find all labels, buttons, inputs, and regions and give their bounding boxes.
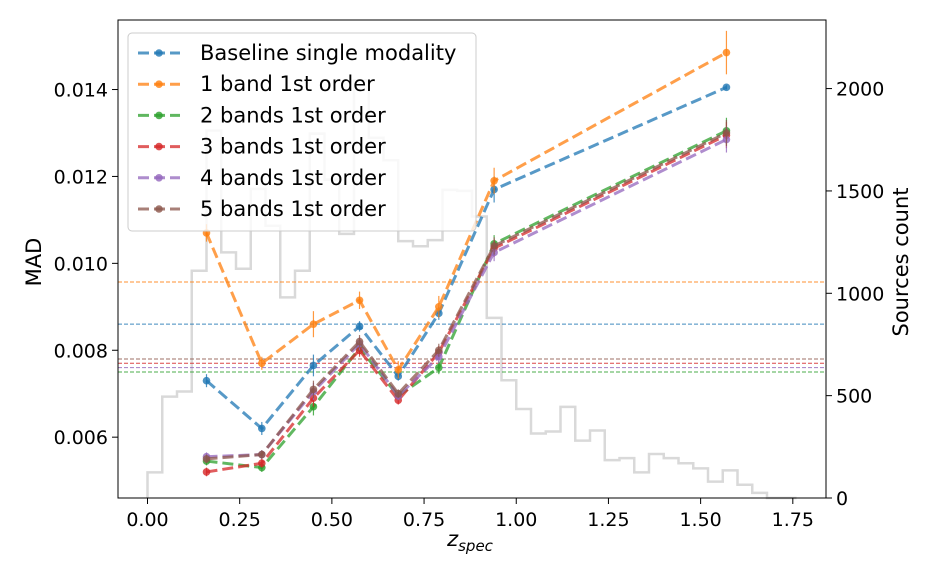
legend-label: 2 bands 1st order	[200, 103, 386, 127]
data-point	[435, 303, 443, 311]
data-point	[722, 129, 731, 137]
series-line-3	[206, 133, 728, 474]
data-point	[309, 385, 318, 394]
data-point	[355, 296, 364, 305]
x-tick-label: 1.25	[587, 509, 629, 531]
x-axis-ticks: 0.00 0.25 0.50 0.75 1.00 1.25 1.50 1.75	[126, 498, 814, 531]
data-point	[258, 359, 266, 368]
y-right-tick-label: 1000	[836, 283, 884, 305]
y-left-axis-label: MAD	[22, 238, 46, 287]
legend-swatch-marker	[155, 80, 163, 88]
y-left-tick-label: 0.006	[54, 427, 108, 449]
data-point	[258, 450, 266, 459]
legend-label: 4 bands 1st order	[200, 166, 386, 190]
legend-swatch-marker	[155, 111, 163, 120]
x-tick-label: 0.50	[311, 509, 353, 531]
y-left-tick-label: 0.008	[54, 340, 108, 362]
y-right-axis-label: Sources count	[889, 188, 913, 337]
data-point	[202, 455, 211, 463]
legend-swatch-marker	[155, 49, 163, 57]
data-point	[722, 48, 731, 57]
x-tick-label: 0.00	[126, 509, 168, 531]
data-point	[202, 468, 211, 476]
data-point	[202, 376, 211, 385]
x-axis-label-main: z	[446, 527, 459, 551]
data-point	[490, 242, 498, 250]
data-point	[258, 459, 266, 468]
legend: Baseline single modality 1 band 1st order…	[127, 32, 477, 232]
series-line-1	[205, 51, 728, 373]
series-line-0	[205, 85, 728, 431]
y-left-axis-ticks: 0.006 0.008 0.010 0.012 0.014	[54, 80, 118, 449]
x-tick-label: 1.50	[679, 509, 721, 531]
y-right-tick-label: 2000	[836, 79, 884, 101]
data-point	[435, 346, 443, 355]
data-point	[435, 352, 443, 361]
y-left-tick-label: 0.012	[54, 166, 108, 188]
x-axis-label-sub: spec	[458, 537, 494, 555]
y-right-tick-label: 1500	[836, 181, 884, 203]
legend-label: 3 bands 1st order	[200, 135, 386, 159]
y-right-tick-label: 500	[836, 386, 872, 408]
legend-swatch-marker	[155, 142, 163, 151]
data-point	[309, 402, 318, 411]
legend-swatch-marker	[155, 174, 163, 182]
legend-box	[127, 32, 477, 232]
y-right-axis-ticks: 0 500 1000 1500 2000	[826, 79, 884, 510]
x-tick-label: 0.75	[403, 509, 445, 531]
y-left-tick-label: 0.010	[54, 253, 108, 275]
series-1	[202, 30, 731, 379]
data-point	[355, 322, 364, 331]
y-left-tick-label: 0.014	[54, 80, 108, 102]
series-5	[202, 119, 731, 464]
x-tick-label: 1.75	[772, 509, 814, 531]
plot-frame	[117, 19, 827, 499]
legend-swatch-marker	[155, 205, 163, 213]
series-line-5	[206, 131, 728, 461]
data-point	[394, 366, 403, 374]
data-point	[258, 424, 266, 433]
data-point	[435, 363, 443, 372]
data-point	[490, 176, 498, 185]
x-tick-label: 1.00	[495, 509, 537, 531]
data-point	[309, 361, 318, 370]
reference-lines	[118, 281, 826, 373]
legend-label: 5 bands 1st order	[200, 197, 386, 221]
data-series	[202, 30, 731, 477]
data-point	[309, 320, 318, 328]
data-point	[355, 337, 364, 346]
x-axis-label: zspec	[446, 527, 494, 555]
x-tick-label: 0.25	[219, 509, 261, 531]
legend-label: Baseline single modality	[200, 41, 456, 65]
y-right-tick-label: 0	[836, 488, 848, 510]
data-point	[394, 389, 403, 398]
legend-label: 1 band 1st order	[200, 72, 375, 96]
data-point	[722, 83, 731, 92]
